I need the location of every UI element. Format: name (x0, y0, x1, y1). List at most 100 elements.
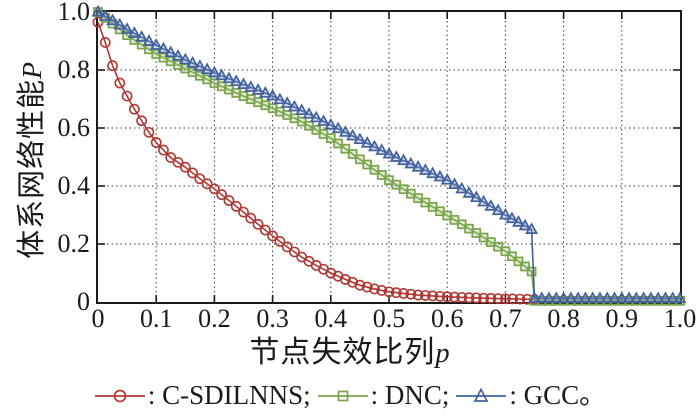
circle-marker-icon (383, 286, 395, 298)
circle-marker-icon (478, 292, 489, 304)
legend-label: : GCC。 (509, 380, 607, 410)
triangle-marker-icon (673, 291, 687, 303)
triangle-marker-icon (462, 186, 476, 198)
triangle-marker-icon (382, 146, 396, 159)
triangle-marker-icon (251, 83, 265, 95)
triangle-marker-icon (287, 99, 301, 112)
series-c-sdilnns (92, 16, 540, 305)
triangle-marker-icon (440, 173, 454, 185)
triangle-marker-icon (484, 199, 498, 211)
circle-marker-icon (412, 289, 424, 301)
triangle-marker-icon (324, 117, 338, 130)
triangle-marker-icon (135, 30, 149, 42)
legend-label: : DNC; (370, 380, 450, 410)
triangle-marker-icon (637, 291, 651, 303)
circle-marker-icon (434, 290, 446, 302)
circle-marker-icon (136, 115, 148, 127)
legend-item-c-sdilnns: : C-SDILNNS; (94, 378, 311, 412)
triangle-marker-icon (338, 125, 352, 137)
triangle-marker-icon (455, 181, 469, 194)
triangle-marker-icon (418, 163, 432, 175)
triangle-marker-icon (368, 139, 381, 152)
triangle-marker-icon (473, 387, 489, 402)
circle-marker-icon (114, 77, 126, 89)
square-marker-icon (376, 170, 387, 180)
triangle-marker-icon (331, 121, 345, 134)
triangle-marker-icon (295, 103, 309, 116)
circle-marker-icon (267, 230, 278, 242)
square-marker-icon (369, 164, 380, 175)
triangle-marker-icon (244, 80, 258, 92)
legend-sample-triangle (456, 387, 507, 402)
circle-marker-icon (427, 290, 439, 302)
circle-marker-icon (143, 126, 155, 138)
triangle-marker-icon (593, 291, 607, 303)
y-axis-title: 体系网络性能P (16, 50, 50, 270)
circle-marker-icon (390, 287, 402, 299)
circle-marker-icon (113, 389, 127, 403)
x-tick-label: 0.8 (547, 304, 580, 333)
square-marker-icon (337, 390, 348, 402)
triangle-marker-icon (644, 291, 658, 303)
series-dnc (93, 7, 685, 306)
circle-marker-icon (354, 279, 366, 291)
triangle-marker-icon (120, 22, 134, 34)
triangle-marker-icon (549, 291, 563, 303)
circle-marker-icon (128, 103, 140, 115)
triangle-marker-icon (215, 68, 229, 81)
circle-marker-icon (230, 200, 242, 212)
triangle-marker-icon (222, 71, 236, 84)
triangle-marker-icon (360, 136, 374, 148)
circle-marker-icon (187, 167, 198, 179)
triangle-marker-icon (258, 86, 272, 98)
circle-marker-icon (398, 288, 409, 299)
triangle-marker-icon (157, 41, 170, 54)
circle-marker-icon (172, 156, 184, 168)
legend-sample-circle (94, 389, 145, 403)
square-marker-icon (333, 138, 343, 149)
series-line (97, 21, 535, 301)
x-axis-variable: p (435, 338, 451, 369)
chart-canvas (91, 4, 687, 306)
circle-marker-icon (449, 291, 460, 303)
triangle-marker-icon (346, 128, 360, 141)
y-tick-label: 0.4 (57, 171, 91, 200)
circle-marker-icon (245, 212, 257, 224)
triangle-marker-icon (113, 17, 127, 30)
triangle-marker-icon (389, 150, 403, 162)
triangle-marker-icon (273, 92, 287, 105)
triangle-marker-icon (469, 190, 483, 203)
circle-marker-icon (99, 37, 111, 48)
circle-marker-icon (507, 293, 519, 305)
triangle-marker-icon (571, 291, 585, 303)
circle-marker-icon (499, 293, 511, 305)
triangle-marker-icon (498, 207, 512, 220)
circle-marker-icon (492, 293, 504, 304)
x-tick-label: 0.3 (256, 304, 289, 333)
y-tick-label: 0.6 (57, 113, 91, 142)
circle-marker-icon (238, 206, 249, 218)
triangle-marker-icon (448, 177, 461, 189)
triangle-marker-icon (127, 26, 141, 38)
square-marker-icon (347, 149, 358, 159)
legend: : C-SDILNNS; : DNC; : GCC。 (0, 376, 700, 414)
triangle-marker-icon (426, 166, 440, 179)
triangle-marker-icon (600, 291, 614, 303)
circle-marker-icon (463, 292, 475, 304)
circle-marker-icon (281, 241, 293, 253)
triangle-marker-icon (193, 59, 207, 71)
circle-marker-icon (441, 291, 453, 303)
circle-marker-icon (405, 288, 417, 300)
circle-marker-icon (274, 235, 286, 247)
x-tick-label: 0.1 (139, 304, 173, 333)
circle-marker-icon (158, 144, 169, 156)
triangle-marker-icon (404, 156, 418, 169)
triangle-marker-icon (586, 291, 600, 303)
triangle-marker-icon (659, 291, 672, 303)
triangle-marker-icon (186, 55, 200, 68)
x-tick-label: 0 (91, 304, 105, 333)
triangle-marker-icon (518, 218, 532, 231)
triangle-marker-icon (477, 194, 491, 207)
legend-sample-square (317, 390, 368, 402)
